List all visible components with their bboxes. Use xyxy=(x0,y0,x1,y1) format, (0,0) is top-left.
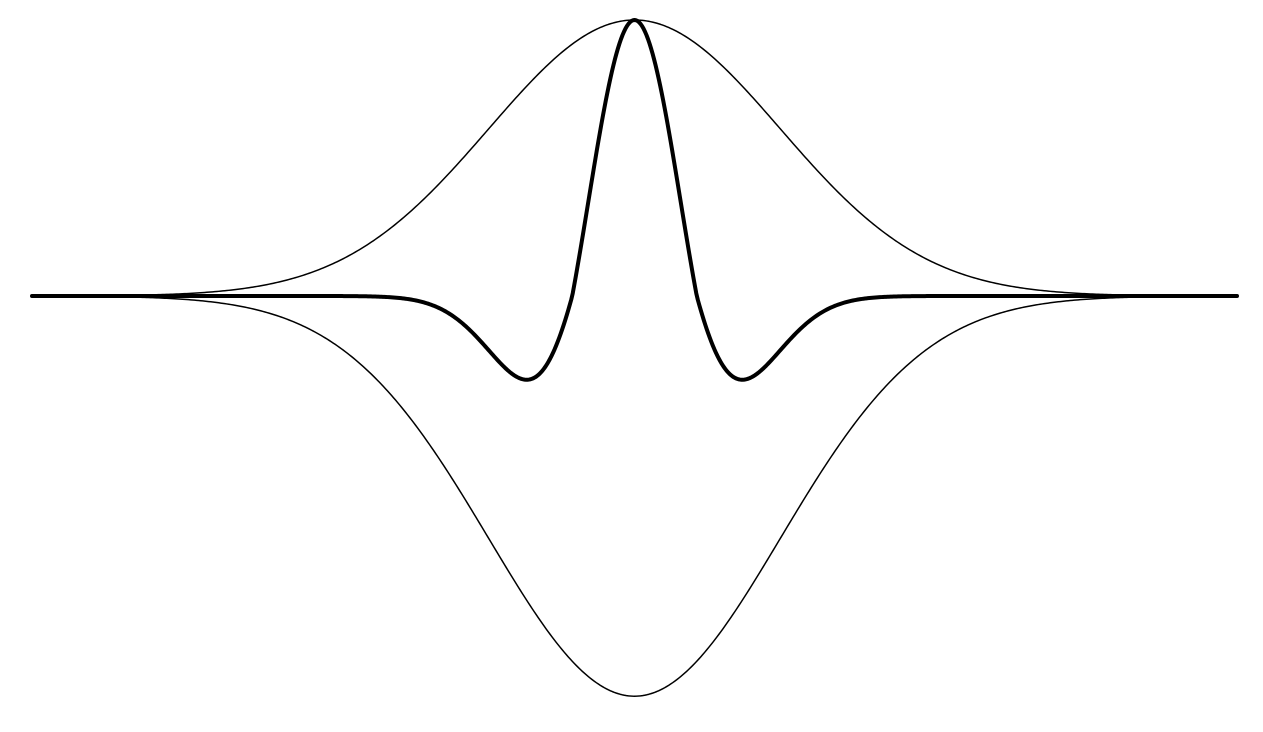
chart-svg xyxy=(0,0,1263,732)
wavelet-chart xyxy=(0,0,1263,732)
series-mexican_hat_wavelet xyxy=(32,20,1237,380)
series-gaussian_upper_envelope xyxy=(32,20,1237,296)
series-gaussian_lower_envelope xyxy=(32,296,1237,696)
